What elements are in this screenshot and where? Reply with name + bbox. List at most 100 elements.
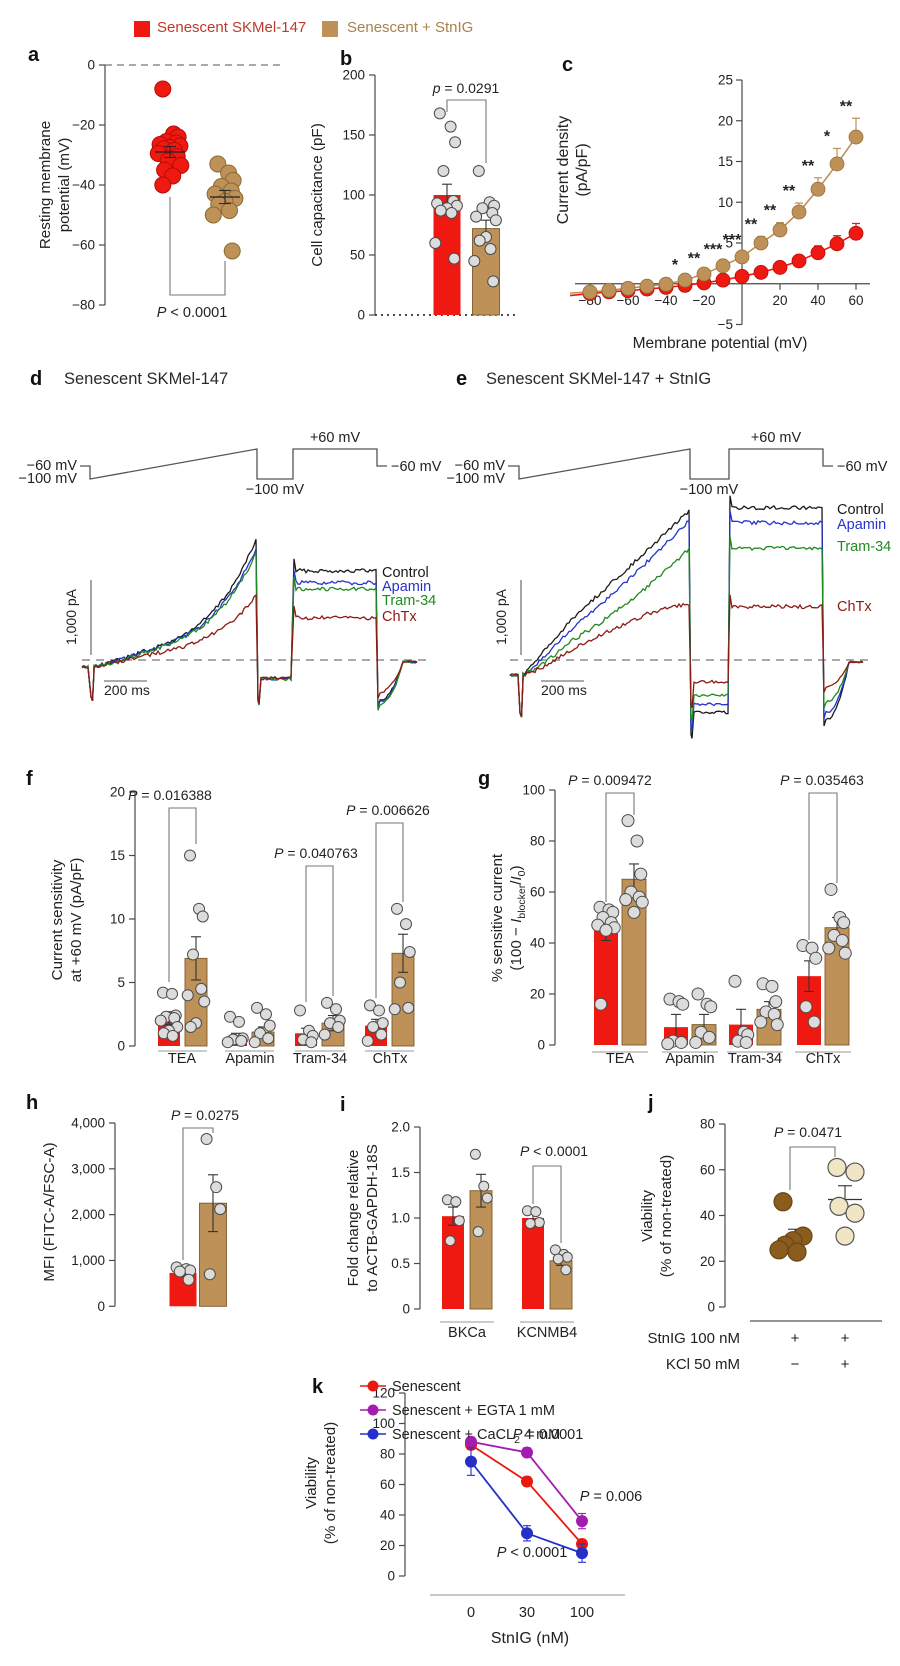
data-point — [221, 202, 238, 219]
data-point — [330, 1003, 342, 1016]
svg-text:0: 0 — [87, 58, 95, 73]
panel-c-letter: c — [562, 54, 574, 76]
svg-text:10: 10 — [718, 195, 733, 210]
data-point — [770, 1018, 784, 1032]
svg-text:+60 mV: +60 mV — [310, 430, 361, 446]
svg-text:3,000: 3,000 — [71, 1161, 105, 1176]
y-axis-label: Current sensitivity — [49, 859, 66, 980]
data-point — [394, 976, 406, 989]
data-point — [187, 948, 199, 961]
significance-bracket — [305, 865, 334, 1002]
data-point — [154, 80, 172, 98]
data-point — [521, 1527, 533, 1540]
significance-bracket — [808, 792, 838, 940]
data-point — [848, 129, 864, 145]
panel-a-chart: 0 −20 −40 −60 −80 P < 0.0001 Resting membrane p… — [37, 58, 285, 321]
svg-text:ChTx: ChTx — [373, 1051, 408, 1067]
data-point — [400, 918, 412, 931]
data-point — [658, 276, 674, 292]
panel-e-title: Senescent SKMel-147 + StnIG — [486, 370, 712, 388]
p-value-label: P = 0.0001 — [513, 1427, 584, 1443]
svg-text:−100 mV: −100 mV — [246, 482, 305, 498]
svg-text:20: 20 — [772, 293, 787, 308]
data-point — [702, 1030, 716, 1044]
panel-f-chart: 0 5 10 15 20 TEA Apamin Tram-34 ChTx P = 0.016388… — [49, 785, 430, 1068]
svg-text:Tram-34: Tram-34 — [837, 539, 891, 555]
data-point — [489, 214, 502, 227]
svg-text:**: ** — [688, 251, 701, 268]
data-point — [799, 1000, 813, 1014]
data-point — [621, 814, 635, 828]
data-point — [361, 1034, 374, 1047]
svg-text:0: 0 — [117, 1039, 125, 1054]
data-point — [173, 1265, 186, 1278]
data-point — [661, 1037, 675, 1051]
y-axis-label: at +60 mV (pA/pF) — [68, 858, 85, 983]
data-point — [561, 1251, 573, 1263]
data-point — [791, 204, 807, 220]
panel-b-letter: b — [340, 48, 353, 70]
data-point — [388, 1003, 401, 1016]
data-point — [521, 1475, 533, 1488]
data-point — [184, 849, 196, 862]
y-axis-label: Viability — [303, 1457, 320, 1509]
data-point — [829, 156, 845, 172]
svg-text:***: *** — [723, 232, 742, 249]
y-axis-label: % sensitive current — [489, 853, 506, 982]
data-point — [769, 1240, 789, 1260]
data-point — [391, 902, 403, 915]
p-value-label: P = 0.009472 — [568, 772, 652, 788]
svg-text:200 ms: 200 ms — [104, 682, 150, 698]
p-value-label: P < 0.0001 — [157, 305, 228, 321]
data-point — [235, 1034, 248, 1047]
p-value-label: P < 0.0001 — [520, 1143, 588, 1159]
svg-text:ChTx: ChTx — [837, 599, 872, 615]
svg-text:0: 0 — [537, 1038, 545, 1053]
svg-text:20: 20 — [718, 113, 733, 128]
data-point — [182, 1273, 195, 1286]
svg-text:15: 15 — [718, 154, 733, 169]
data-point — [772, 260, 788, 275]
svg-text:20: 20 — [380, 1538, 395, 1553]
data-point — [533, 1217, 545, 1229]
significance-bracket — [182, 1127, 214, 1260]
data-point — [195, 982, 208, 995]
svg-text:40: 40 — [700, 1208, 715, 1223]
data-point — [449, 136, 462, 149]
svg-text:0: 0 — [467, 1605, 475, 1621]
data-point — [810, 181, 826, 197]
svg-text:5: 5 — [725, 236, 733, 251]
data-point — [837, 916, 851, 930]
legend-swatch-stnig — [322, 21, 338, 37]
data-point — [465, 1455, 477, 1468]
panel-g-letter: g — [478, 768, 491, 790]
y-axis-label: Cell capacitance (pF) — [309, 123, 326, 267]
data-point — [484, 243, 497, 255]
svg-text:2.0: 2.0 — [391, 1120, 410, 1135]
panel-b-chart: 0 50 100 150 200 p = 0.0291 Cell capacitance (… — [309, 68, 518, 323]
current-trace — [509, 510, 864, 731]
current-trace — [509, 495, 864, 739]
series-line — [569, 136, 857, 294]
data-point — [829, 236, 845, 252]
data-point — [233, 1015, 245, 1028]
significance-bracket — [789, 1146, 836, 1190]
svg-text:−60 mV: −60 mV — [837, 459, 888, 475]
p-value-label: P = 0.006626 — [346, 802, 430, 818]
svg-text:**: ** — [764, 203, 777, 220]
svg-text:0: 0 — [357, 308, 365, 323]
panel-d-chart: −60 mV−100 mV−100 mV+60 mV−60 mVControlA… — [19, 430, 442, 711]
legend-label: Senescent + EGTA 1 mM — [392, 1403, 555, 1419]
data-point — [305, 1036, 318, 1049]
y-axis-label: potential (mV) — [56, 138, 73, 233]
current-trace — [509, 594, 864, 718]
legend-label: Senescent + CaCL2 4 mM — [392, 1427, 560, 1446]
data-point — [769, 995, 783, 1009]
data-point — [472, 1226, 484, 1238]
data-point — [181, 989, 194, 1002]
data-point — [619, 893, 633, 907]
svg-text:ChTx: ChTx — [382, 609, 417, 625]
legend-label-stnig: Senescent + StnIG — [347, 19, 474, 36]
data-point — [674, 1035, 688, 1049]
svg-text:−60: −60 — [617, 293, 640, 308]
